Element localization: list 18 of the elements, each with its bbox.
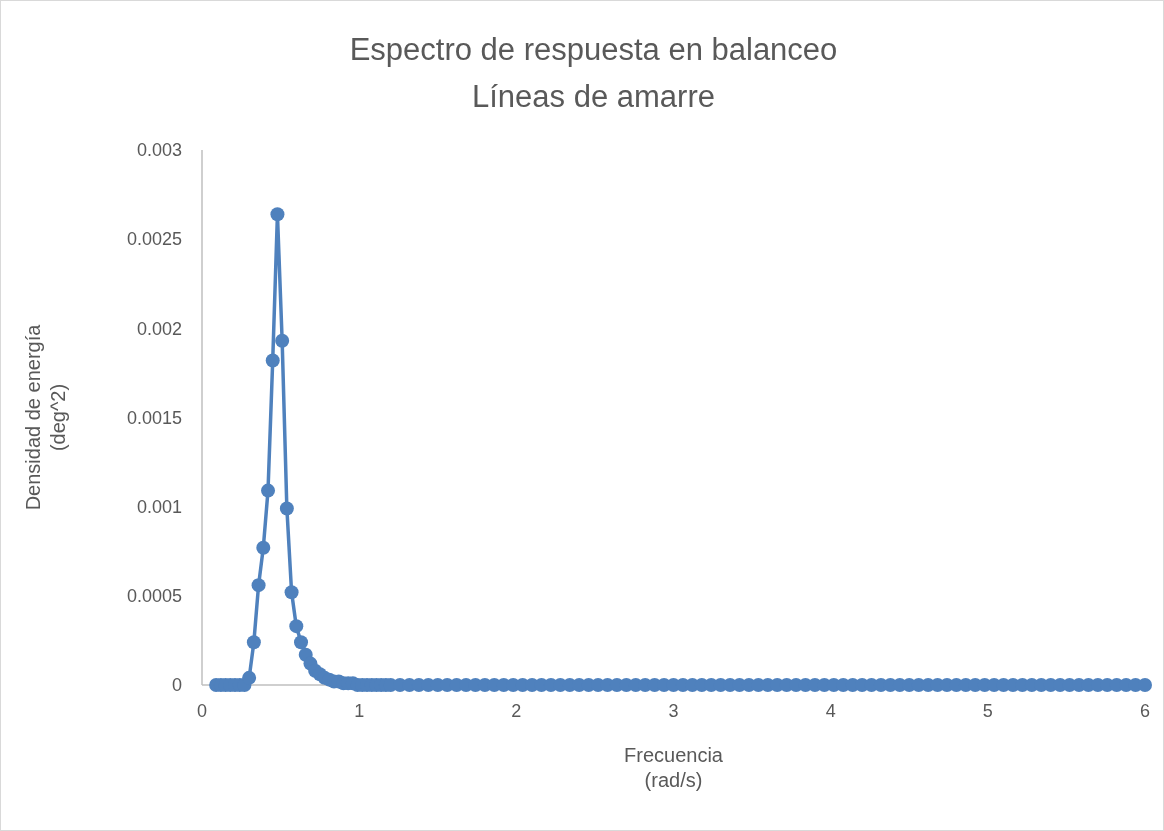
chart-title: Espectro de respuesta en balanceo xyxy=(349,32,838,67)
x-tick-label: 4 xyxy=(825,701,836,721)
chart-subtitle: Líneas de amarre xyxy=(472,79,715,114)
x-tick-label: 5 xyxy=(982,701,993,721)
y-tick-label: 0.002 xyxy=(136,318,182,339)
y-tick-label: 0.0025 xyxy=(126,229,182,250)
x-axis-title: Frecuencia (rad/s) xyxy=(624,744,724,791)
y-tick-label: 0.003 xyxy=(136,140,182,161)
y-tick-label: 0.0005 xyxy=(126,586,182,607)
x-tick-label: 2 xyxy=(511,701,522,721)
y-axis-title: Densidad de energía (deg^2) xyxy=(22,323,69,511)
y-tick-label: 0.001 xyxy=(136,496,182,517)
x-tick-label: 1 xyxy=(354,701,365,721)
y-tick-label: 0.0015 xyxy=(126,407,182,428)
x-tick-label: 6 xyxy=(1139,701,1151,721)
y-tick-label: 0 xyxy=(171,675,182,696)
x-tick-label: 0 xyxy=(196,701,208,721)
x-tick-label: 3 xyxy=(668,701,679,721)
